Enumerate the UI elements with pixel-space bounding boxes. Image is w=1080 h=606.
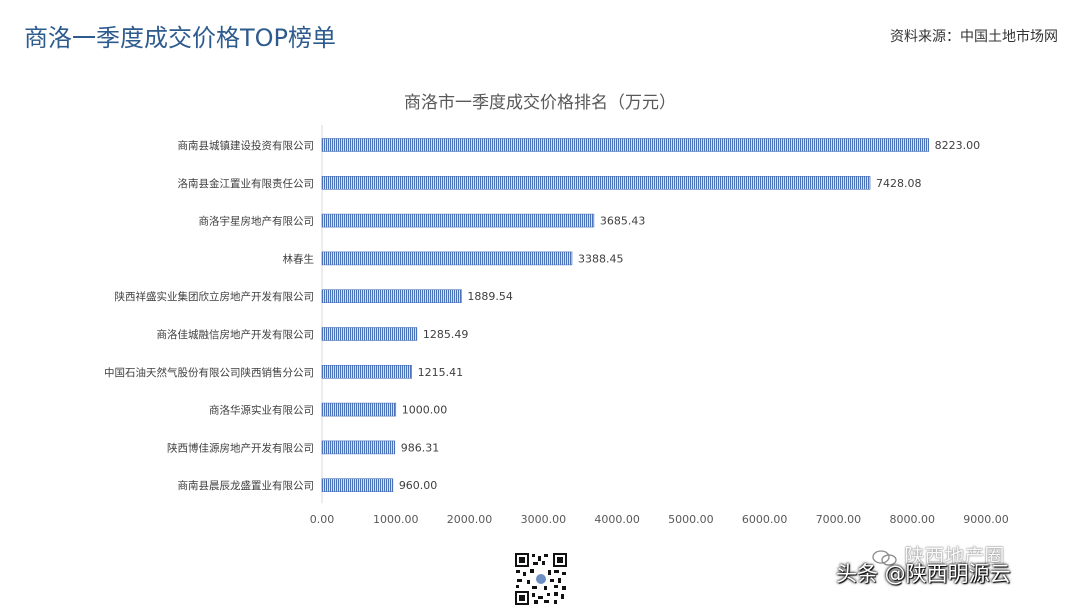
bar [321,402,397,417]
category-label: 洛南县金江置业有限责任公司 [178,177,315,190]
watermark-upper-text: 陕西地产圈 [904,544,1005,568]
data-label: 1215.41 [418,366,464,379]
bar [321,213,595,228]
data-label: 3388.45 [578,252,624,265]
x-tick-label: 0.00 [310,513,335,526]
data-label: 960.00 [399,479,438,492]
bar [321,478,394,493]
bar [321,364,412,379]
x-tick-label: 3000.00 [521,513,567,526]
x-tick-label: 6000.00 [742,513,788,526]
category-label: 陕西博佳源房地产开发有限公司 [167,441,314,454]
bar [321,176,871,190]
category-label: 中国石油天然气股份有限公司陕西销售分公司 [104,366,314,379]
data-label: 8223.00 [935,139,981,152]
data-label: 1000.00 [402,404,448,417]
x-tick-label: 1000.00 [373,513,419,526]
data-label: 3685.43 [600,215,646,228]
data-label: 986.31 [401,441,440,454]
qr-code-icon [514,552,568,606]
category-label: 商南县城镇建设投资有限公司 [178,139,315,152]
x-tick-label: 8000.00 [889,513,935,526]
data-label: 1889.54 [467,290,513,303]
watermark-upper: 陕西地产圈 [872,540,1004,569]
category-label: 商南县晨辰龙盛置业有限公司 [178,479,315,492]
category-label: 商洛宇星房地产有限公司 [199,215,315,228]
bar [321,138,929,152]
page-title: 商洛一季度成交价格TOP榜单 [24,24,337,52]
x-tick-label: 4000.00 [594,513,640,526]
category-label: 陕西祥盛实业集团欣立房地产开发有限公司 [115,290,315,303]
x-tick-label: 5000.00 [668,513,714,526]
plot-area: 商南县城镇建设投资有限公司 8223.00 洛南县金江置业有限责任公司 7428.08… [104,125,1009,526]
category-label: 商洛佳城融信房地产开发有限公司 [157,328,315,341]
x-tick-label: 7000.00 [816,513,862,526]
source-note: 资料来源：中国土地市场网 [890,29,1058,45]
data-label: 1285.49 [423,328,469,341]
category-label: 商洛华源实业有限公司 [209,404,314,417]
x-tick-label: 2000.00 [447,513,493,526]
bar [321,440,396,455]
wechat-icon [872,549,897,566]
x-tick-label: 9000.00 [963,513,1009,526]
bar [321,251,573,266]
category-label: 林春生 [283,252,315,265]
watermark-lower: 头条 @陕西明源云 [836,562,1011,586]
bar [321,289,462,304]
data-label: 7428.08 [876,177,922,190]
bar [321,327,418,341]
chart-title: 商洛市一季度成交价格排名（万元） [404,93,676,113]
